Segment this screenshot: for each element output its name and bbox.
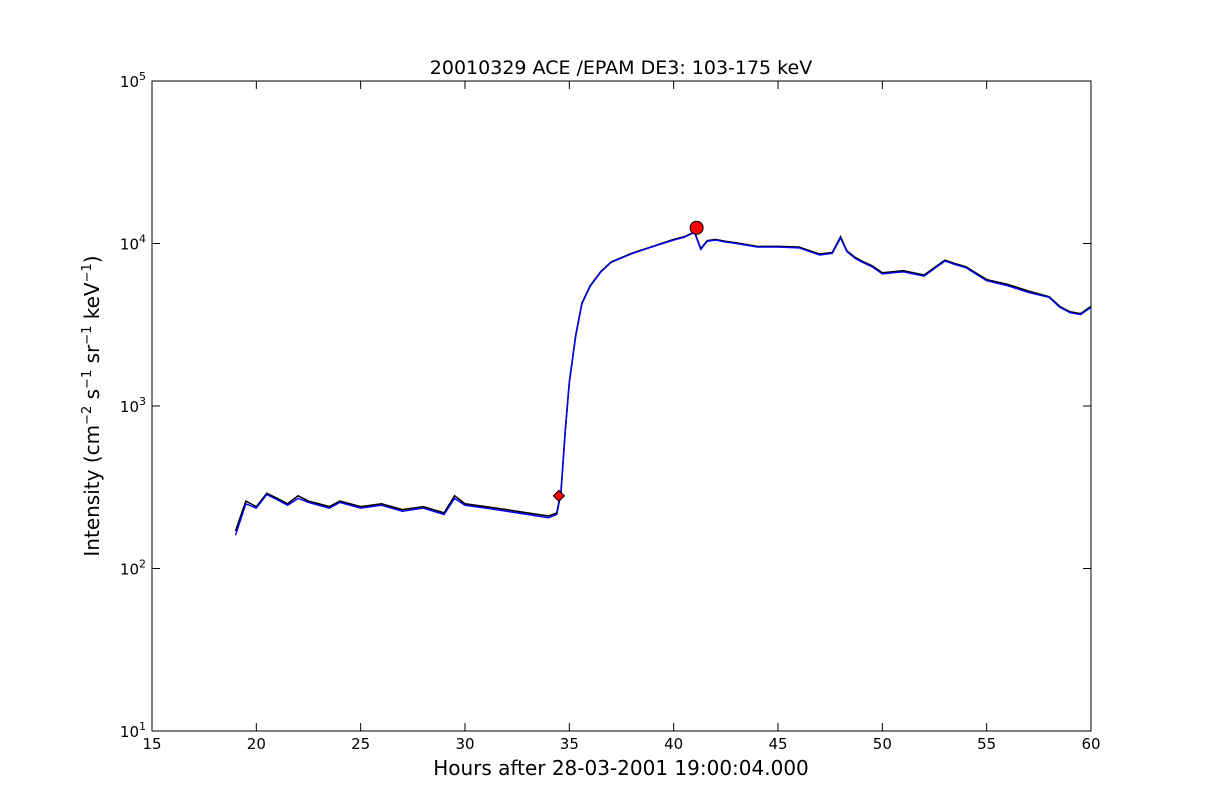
chart-title: 20010329 ACE /EPAM DE3: 103-175 keV xyxy=(430,57,812,79)
x-tick-label: 15 xyxy=(142,735,161,753)
x-tick-label: 35 xyxy=(560,735,579,753)
x-tick-label: 45 xyxy=(768,735,787,753)
x-axis-ticks: 15 20 25 30 35 40 45 50 55 60 xyxy=(142,81,1101,753)
peak-marker xyxy=(689,220,704,235)
series-line-2 xyxy=(234,231,1092,536)
marker-layer xyxy=(552,220,704,503)
x-tick-label: 40 xyxy=(664,735,683,753)
x-tick-label: 20 xyxy=(247,735,266,753)
x-tick-label: 60 xyxy=(1081,735,1100,753)
y-axis-label: Intensity (cm−2 s−1 sr−1 keV−1) xyxy=(80,255,104,556)
x-tick-label: 55 xyxy=(977,735,996,753)
x-tick-label: 30 xyxy=(455,735,474,753)
y-tick-label: 105 xyxy=(120,70,146,91)
y-axis-ticks: 101 102 103 104 105 xyxy=(120,70,1091,741)
x-tick-label: 25 xyxy=(351,735,370,753)
y-tick-label: 103 xyxy=(120,395,146,416)
series-layer xyxy=(234,230,1092,536)
onset-marker xyxy=(552,489,566,503)
y-tick-label: 101 xyxy=(120,720,146,741)
y-tick-label: 104 xyxy=(120,233,146,254)
y-tick-label: 102 xyxy=(120,558,146,579)
x-tick-label: 50 xyxy=(873,735,892,753)
x-axis-label: Hours after 28-03-2001 19:00:04.000 xyxy=(433,756,809,780)
